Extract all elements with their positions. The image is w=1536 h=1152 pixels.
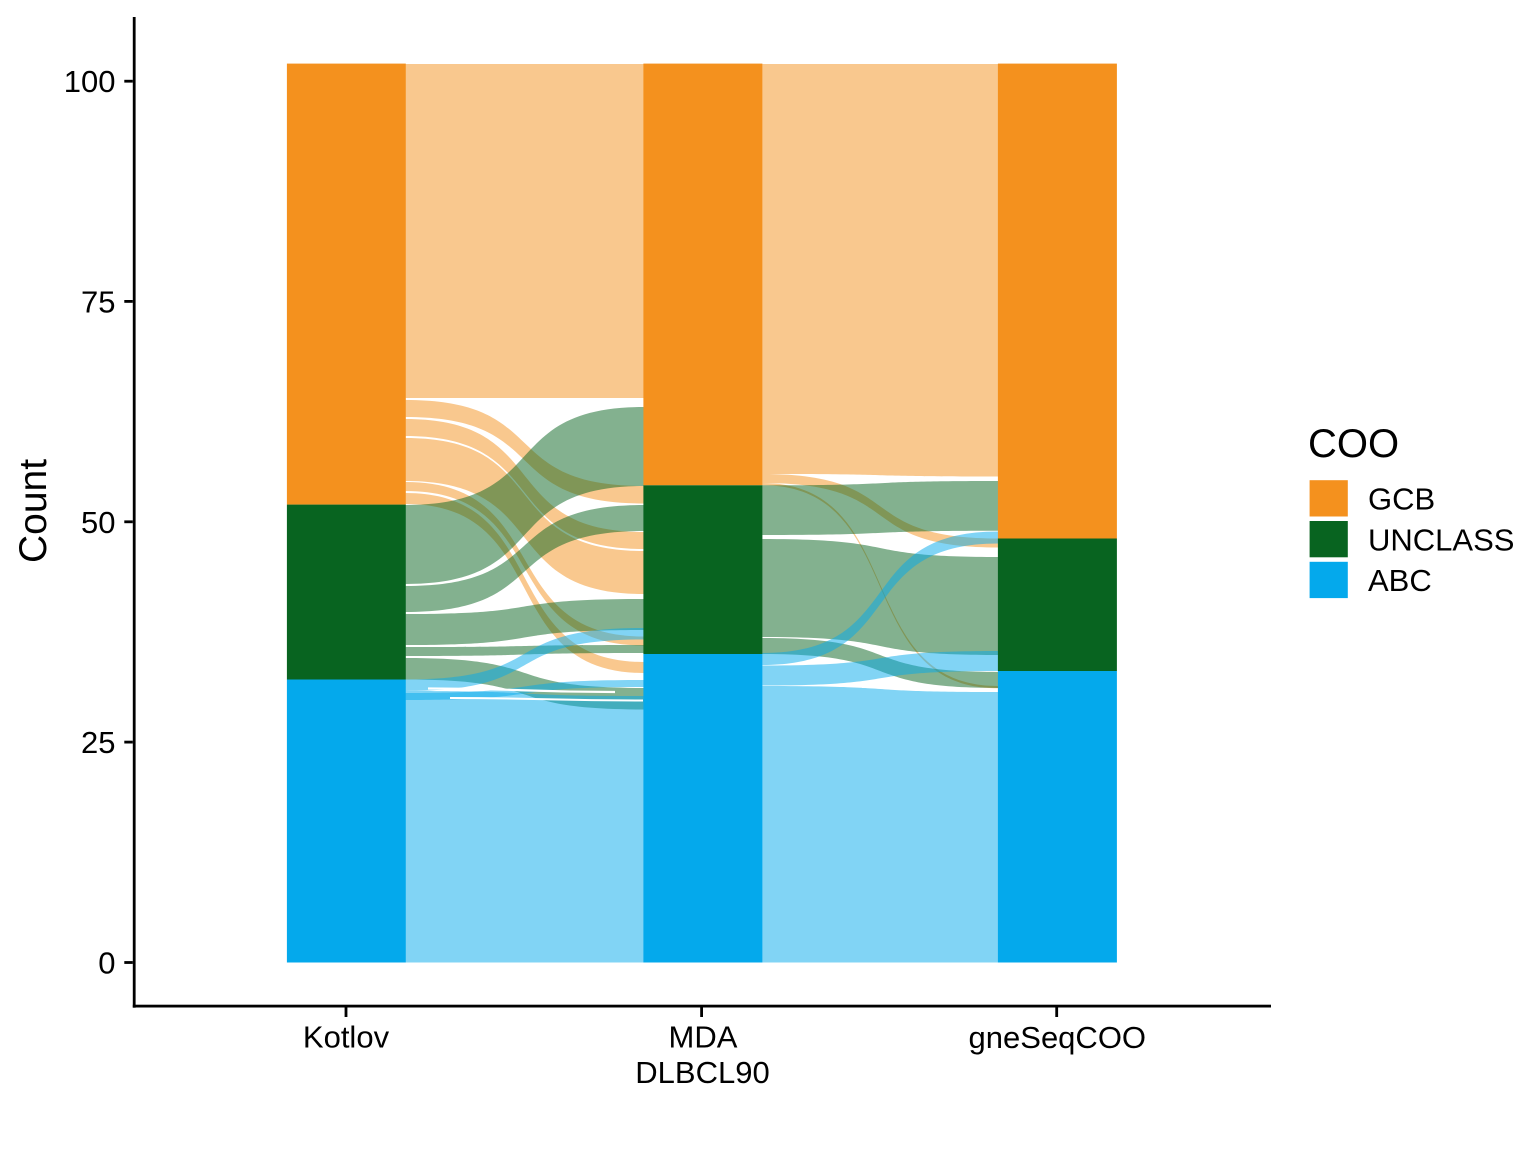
svg-text:MDA: MDA (669, 1020, 738, 1055)
svg-text:0: 0 (98, 946, 115, 981)
svg-text:Count: Count (12, 459, 55, 563)
svg-text:DLBCL90: DLBCL90 (635, 1055, 769, 1090)
svg-text:50: 50 (81, 505, 115, 540)
svg-text:75: 75 (81, 284, 115, 319)
svg-text:100: 100 (64, 64, 116, 99)
svg-text:GCB: GCB (1368, 482, 1435, 517)
svg-text:25: 25 (81, 725, 115, 760)
svg-text:COO: COO (1308, 422, 1399, 466)
svg-text:Kotlov: Kotlov (303, 1020, 390, 1055)
svg-text:ABC: ABC (1368, 563, 1432, 598)
svg-text:UNCLASS: UNCLASS (1368, 522, 1514, 557)
svg-text:gneSeqCOO: gneSeqCOO (969, 1020, 1147, 1055)
